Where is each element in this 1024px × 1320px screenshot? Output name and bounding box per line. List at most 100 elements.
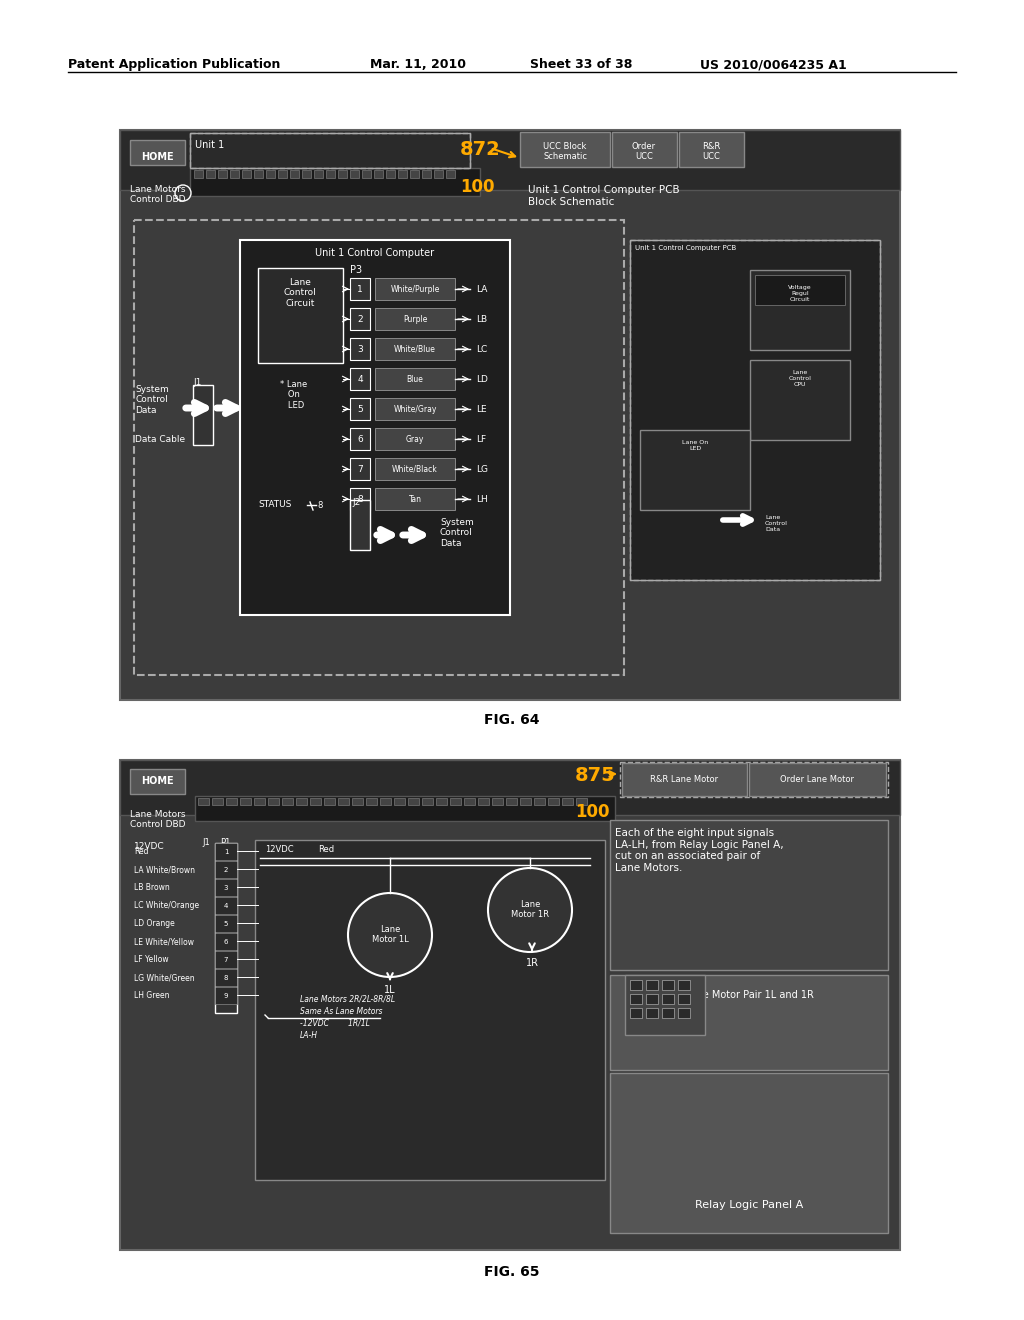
Text: Lane Motors 2R/2L-8R/8L: Lane Motors 2R/2L-8R/8L (300, 995, 395, 1005)
Text: Order Lane Motor: Order Lane Motor (780, 775, 854, 784)
Bar (375, 458, 455, 480)
Bar (375, 428, 455, 450)
Bar (620, 762, 888, 797)
Text: LE White/Yellow: LE White/Yellow (134, 937, 194, 946)
Bar (120, 129, 900, 190)
Text: Lane
Control
Data: Lane Control Data (765, 515, 787, 532)
Text: FIG. 64: FIG. 64 (484, 713, 540, 727)
Bar (646, 979, 658, 990)
Bar (350, 488, 370, 510)
Text: LF Yellow: LF Yellow (134, 956, 169, 965)
Text: 3: 3 (357, 345, 362, 354)
Text: 100: 100 (575, 803, 609, 821)
Bar (240, 240, 510, 615)
Text: J1: J1 (193, 378, 202, 387)
Bar (350, 428, 370, 450)
Text: 1: 1 (357, 285, 362, 293)
Bar (254, 170, 263, 178)
Bar (625, 975, 705, 1035)
Bar (375, 488, 455, 510)
Text: 1: 1 (224, 849, 228, 855)
Bar (575, 799, 587, 805)
Bar (226, 799, 237, 805)
Bar (120, 760, 900, 1250)
Text: LA White/Brown: LA White/Brown (134, 866, 195, 874)
Bar (450, 799, 461, 805)
Text: P1: P1 (220, 838, 230, 847)
Circle shape (348, 894, 432, 977)
Text: P3: P3 (350, 265, 362, 275)
Text: * Lane
   On
   LED: * Lane On LED (280, 380, 307, 409)
Bar (290, 170, 299, 178)
Text: 875: 875 (575, 766, 615, 785)
Text: Same As Lane Motors: Same As Lane Motors (300, 1007, 383, 1016)
Bar (610, 1073, 888, 1233)
Text: LB: LB (476, 314, 487, 323)
Bar (215, 933, 237, 950)
Text: 2: 2 (224, 867, 228, 873)
Text: White/Black: White/Black (392, 465, 438, 474)
Text: Blue: Blue (407, 375, 424, 384)
Bar (215, 843, 237, 1012)
Circle shape (175, 185, 191, 201)
Text: Lane Motor Pair 1L and 1R: Lane Motor Pair 1L and 1R (685, 990, 813, 1001)
Bar (268, 799, 279, 805)
Bar (408, 799, 419, 805)
Bar (215, 969, 237, 986)
Text: LG: LG (476, 465, 488, 474)
Bar (350, 458, 370, 480)
Text: FIG. 65: FIG. 65 (484, 1265, 540, 1279)
Text: Unit 1 Control Computer: Unit 1 Control Computer (315, 248, 434, 257)
Bar (215, 879, 237, 896)
Bar (190, 133, 470, 168)
Bar (120, 760, 900, 814)
Text: Lane
Motor 1R: Lane Motor 1R (511, 900, 549, 920)
Bar (646, 994, 658, 1005)
Bar (255, 840, 605, 1180)
Bar (750, 271, 850, 350)
Text: 7: 7 (224, 957, 228, 964)
Bar (362, 170, 371, 178)
Text: R&R Lane Motor: R&R Lane Motor (650, 775, 718, 784)
Text: LC White/Orange: LC White/Orange (134, 902, 199, 911)
Bar (386, 170, 395, 178)
Bar (194, 170, 203, 178)
Bar (324, 799, 335, 805)
Text: LF: LF (476, 434, 486, 444)
Bar (749, 763, 886, 796)
Bar (662, 994, 674, 1005)
Text: Red: Red (134, 847, 148, 857)
Bar (240, 799, 251, 805)
Text: LE: LE (476, 404, 486, 413)
Text: LA: LA (476, 285, 487, 293)
Bar (258, 268, 343, 363)
Text: J1: J1 (202, 838, 210, 847)
Bar (630, 994, 642, 1005)
Bar (350, 338, 370, 360)
Text: 100: 100 (460, 178, 495, 195)
Text: LB Brown: LB Brown (134, 883, 170, 892)
Text: 5: 5 (224, 921, 228, 927)
Bar (215, 898, 237, 913)
Text: Lane Motors
Control DBD: Lane Motors Control DBD (130, 185, 185, 205)
Bar (130, 140, 185, 165)
Bar (350, 399, 370, 420)
Text: LG White/Green: LG White/Green (134, 974, 195, 982)
Bar (338, 170, 347, 178)
Bar (520, 132, 610, 168)
Text: US 2010/0064235 A1: US 2010/0064235 A1 (700, 58, 847, 71)
Bar (548, 799, 559, 805)
Bar (218, 170, 227, 178)
Text: System
Control
Data: System Control Data (440, 517, 474, 548)
Bar (492, 799, 503, 805)
Bar (206, 170, 215, 178)
Bar (350, 279, 370, 300)
Bar (630, 240, 880, 579)
Bar (375, 279, 455, 300)
Bar (374, 170, 383, 178)
Bar (302, 170, 311, 178)
Text: White/Purple: White/Purple (390, 285, 439, 293)
Bar (410, 170, 419, 178)
Text: 3: 3 (224, 884, 228, 891)
Bar (296, 799, 307, 805)
